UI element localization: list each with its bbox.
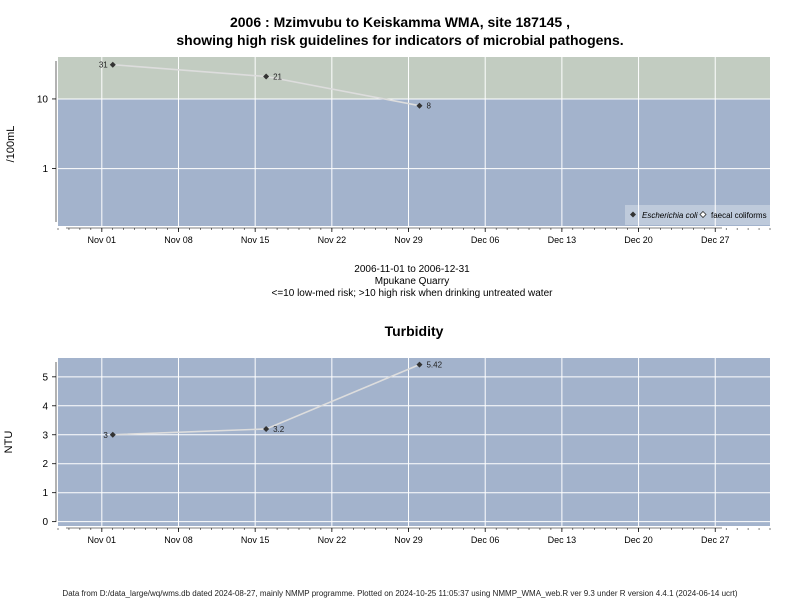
y-tick-label: 5 xyxy=(42,372,48,383)
data-label: 21 xyxy=(273,72,282,81)
high-risk-zone xyxy=(58,57,770,99)
x-tick-label: Dec 20 xyxy=(624,235,653,245)
y-tick-label: 0 xyxy=(42,517,48,528)
chart-legend: Escherichia coli faecal coliforms xyxy=(625,205,770,225)
x-tick-label: Nov 22 xyxy=(318,235,347,245)
risk-note-text: <=10 low-med risk; >10 high risk when dr… xyxy=(271,288,553,299)
site-name-text: Mpukane Quarry xyxy=(374,276,450,287)
y-tick-label: 10 xyxy=(37,94,49,105)
date-range-text: 2006-11-01 to 2006-12-31 xyxy=(354,264,470,275)
turbidity-chart: Nov 01 Nov 08 Nov 15 Nov 22 Nov 29 Dec 06 Dec … xyxy=(3,358,771,545)
microbial-plot-panel xyxy=(58,57,770,226)
x-tick-label: Nov 08 xyxy=(164,535,193,545)
data-label: 31 xyxy=(99,61,108,70)
chart-title-line-1: 2006 : Mzimvubu to Keiskamma WMA, site 1… xyxy=(229,14,570,30)
turbidity-plot-panel xyxy=(58,358,770,526)
y-tick-label: 1 xyxy=(42,164,48,175)
x-tick-label: Nov 29 xyxy=(394,535,423,545)
microbial-axes: Nov 01 Nov 08 Nov 15 Nov 22 Nov 29 Dec 06 Dec … xyxy=(37,61,771,245)
y-tick-label: 3 xyxy=(42,430,48,441)
x-tick-label: Dec 06 xyxy=(471,535,500,545)
legend-box xyxy=(625,205,770,225)
x-tick-label: Dec 27 xyxy=(701,535,730,545)
legend-faecal-marker-icon xyxy=(699,210,707,219)
x-tick-label: Nov 22 xyxy=(318,535,347,545)
footer-source-note: Data from D:/data_large/wq/wms.db dated … xyxy=(62,589,738,598)
data-point-marker xyxy=(109,431,116,438)
legend-ecoli-label: Escherichia coli xyxy=(642,211,698,220)
data-label: 3.2 xyxy=(273,425,285,434)
chart-title-line-2: showing high risk guidelines for indicat… xyxy=(176,32,624,48)
turbidity-axes: Nov 01 Nov 08 Nov 15 Nov 22 Nov 29 Dec 06 Dec … xyxy=(42,362,771,545)
legend-ecoli-marker-icon xyxy=(630,211,636,218)
data-point-marker xyxy=(416,102,423,109)
data-point-marker xyxy=(416,361,423,368)
x-tick-label: Nov 01 xyxy=(88,235,117,245)
microbial-grid xyxy=(58,57,770,226)
x-tick-label: Dec 06 xyxy=(471,235,500,245)
microbial-data: 31 21 8 xyxy=(99,61,432,111)
x-tick-label: Nov 08 xyxy=(164,235,193,245)
x-tick-label: Nov 15 xyxy=(241,535,270,545)
x-tick-label: Dec 13 xyxy=(548,235,577,245)
microbial-y-axis-title: /100mL xyxy=(5,126,17,163)
y-tick-label: 1 xyxy=(42,488,48,499)
y-tick-label: 2 xyxy=(42,459,48,470)
x-tick-label: Dec 27 xyxy=(701,235,730,245)
data-label: 5.42 xyxy=(426,361,442,370)
turbidity-data: 3 3.2 5.42 xyxy=(103,361,442,440)
microbial-chart: Nov 01 Nov 08 Nov 15 Nov 22 Nov 29 Dec 06 Dec … xyxy=(5,57,771,245)
turbidity-grid xyxy=(58,358,770,526)
plot-background xyxy=(58,358,770,526)
turbidity-y-axis-title: NTU xyxy=(3,431,15,454)
x-tick-label: Nov 01 xyxy=(88,535,117,545)
x-tick-label: Nov 29 xyxy=(394,235,423,245)
turbidity-title: Turbidity xyxy=(384,323,444,339)
data-point-marker xyxy=(263,425,270,432)
data-label: 3 xyxy=(103,431,108,440)
x-tick-label: Dec 20 xyxy=(624,535,653,545)
x-tick-label: Nov 15 xyxy=(241,235,270,245)
x-tick-label: Dec 13 xyxy=(548,535,577,545)
legend-faecal-label: faecal coliforms xyxy=(711,211,767,220)
data-label: 8 xyxy=(426,102,431,111)
data-point-marker xyxy=(263,73,270,80)
y-tick-label: 4 xyxy=(42,401,48,412)
data-point-marker xyxy=(109,61,116,68)
